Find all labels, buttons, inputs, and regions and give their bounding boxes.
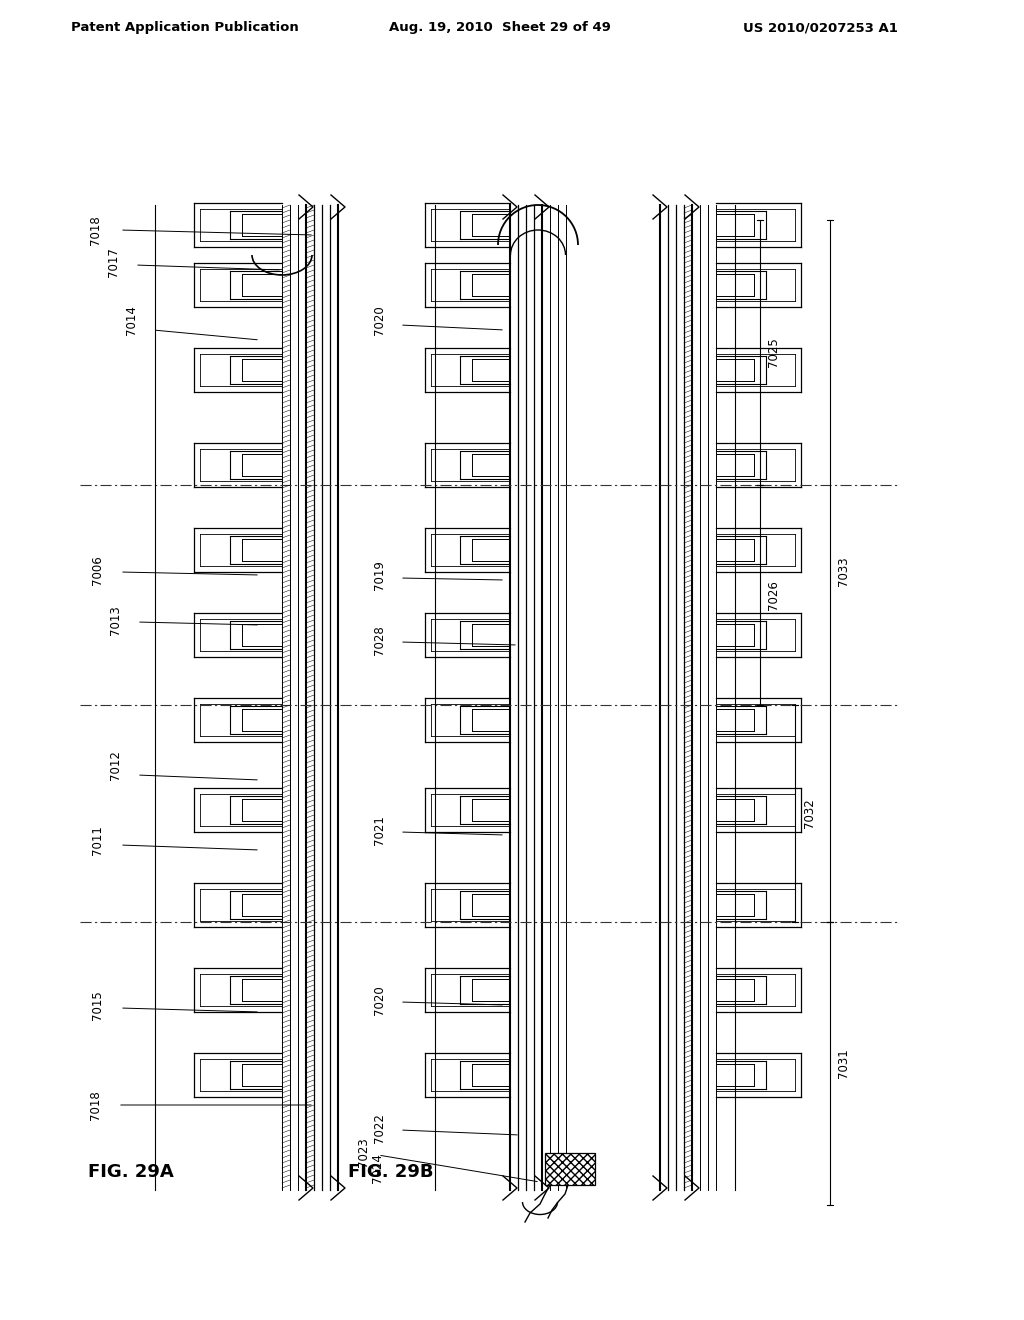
Bar	[545, 1152, 595, 1185]
Text: 7033: 7033	[838, 556, 851, 586]
Text: 7011: 7011	[91, 825, 104, 855]
Text: 7017: 7017	[106, 247, 120, 277]
Text: 7026: 7026	[768, 579, 780, 610]
Text: 7018: 7018	[88, 215, 101, 246]
Text: 7012: 7012	[109, 750, 122, 780]
Text: 7031: 7031	[838, 1048, 851, 1078]
Text: 7013: 7013	[109, 605, 122, 635]
Text: 7006: 7006	[91, 556, 104, 585]
Text: 7022: 7022	[374, 1113, 386, 1143]
Text: Patent Application Publication: Patent Application Publication	[71, 21, 299, 34]
Text: 7018: 7018	[88, 1090, 101, 1119]
Text: 7020: 7020	[374, 985, 386, 1015]
Text: 7019: 7019	[374, 560, 386, 590]
Text: Aug. 19, 2010  Sheet 29 of 49: Aug. 19, 2010 Sheet 29 of 49	[389, 21, 611, 34]
Text: 7014: 7014	[125, 305, 137, 335]
Text: FIG. 29A: FIG. 29A	[88, 1163, 174, 1181]
Text: 7023: 7023	[356, 1137, 370, 1167]
Text: 7025: 7025	[768, 338, 780, 367]
Text: 7028: 7028	[374, 626, 386, 655]
Text: 7021: 7021	[374, 814, 386, 845]
Text: 7032: 7032	[803, 799, 815, 829]
Text: US 2010/0207253 A1: US 2010/0207253 A1	[742, 21, 897, 34]
Text: FIG. 29B: FIG. 29B	[348, 1163, 433, 1181]
Text: 7020: 7020	[374, 305, 386, 335]
Text: 7024: 7024	[372, 1154, 384, 1183]
Text: 7015: 7015	[91, 990, 104, 1020]
